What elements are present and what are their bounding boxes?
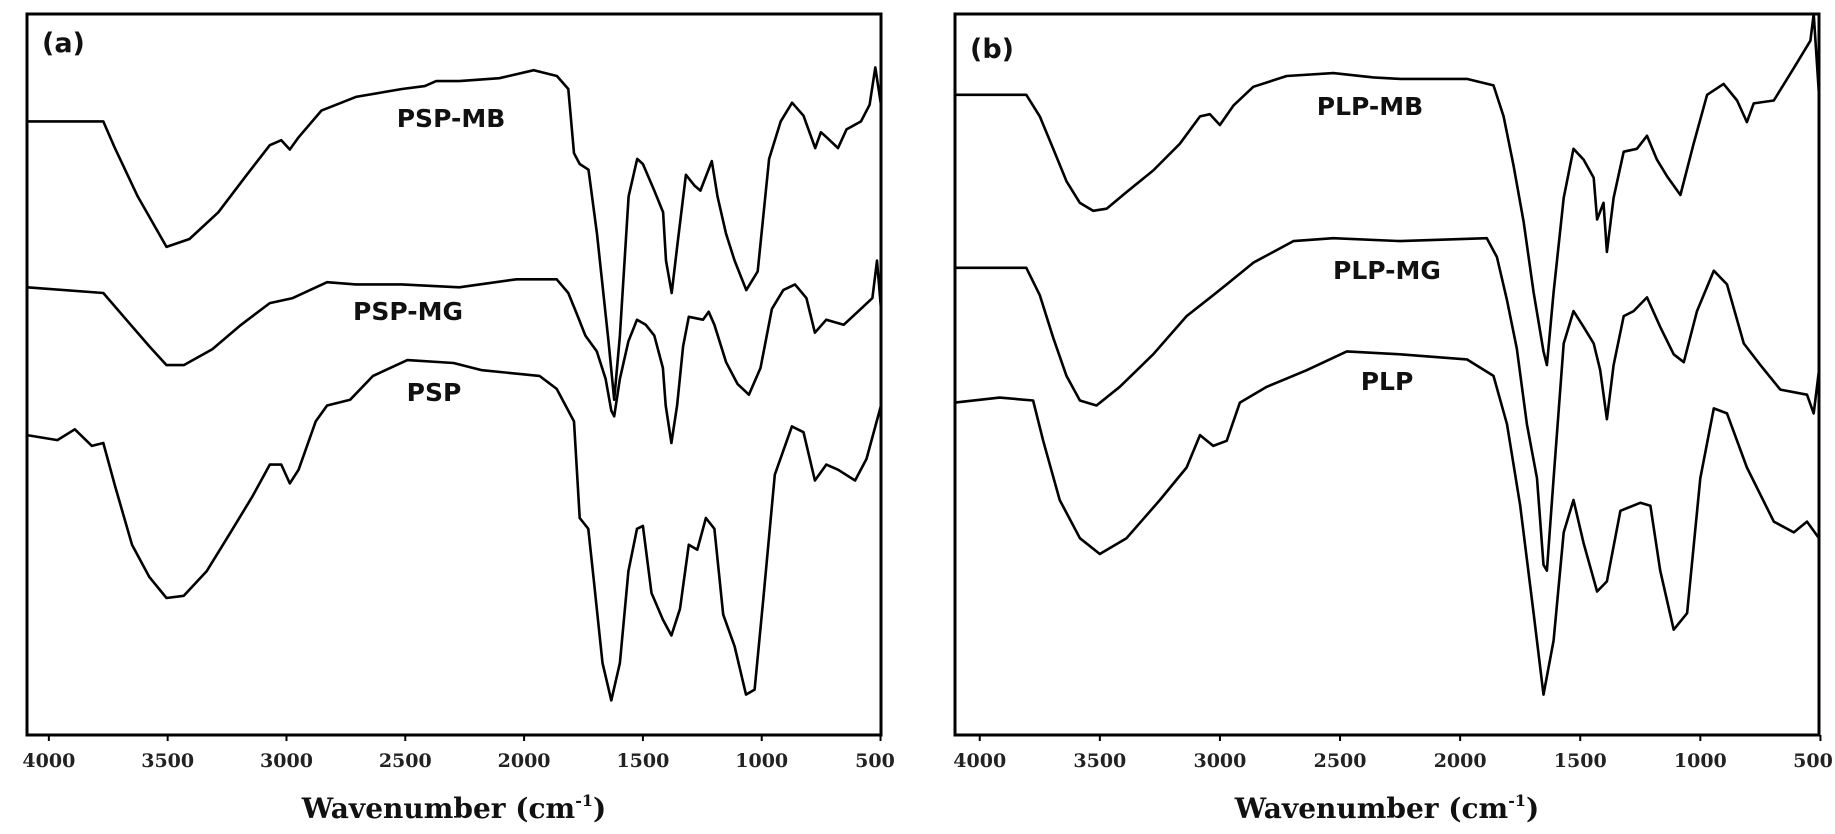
panel-b: (b) 4000 3500 3000 2500 2000 1500 1000 500 PLP-…: [953, 12, 1833, 825]
x-axis-title-text: Wavenumber (cm: [301, 792, 575, 825]
x-axis-title-close: ): [1526, 792, 1539, 825]
x-tick-label: 4000: [22, 750, 75, 772]
x-tick-label: 3000: [1193, 750, 1246, 772]
series-label-psp-mb: PSP-MB: [397, 104, 506, 133]
x-tick-label: 1000: [1674, 750, 1727, 772]
x-tick-label: 4000: [953, 750, 1006, 772]
x-tick-label: 3500: [141, 750, 194, 772]
panel-a: (a) 4000 3500 3000 2500 2000 1500 1000 500 PSP-…: [22, 12, 895, 825]
x-axis-title-close: ): [593, 792, 606, 825]
panel-label-a: (a): [42, 28, 85, 59]
panel-b-curves: [954, 12, 1821, 696]
series-label-plp-mb: PLP-MB: [1317, 92, 1423, 121]
x-tick-label: 2500: [1314, 750, 1367, 772]
panel-b-x-axis-title: Wavenumber (cm-1): [1234, 791, 1539, 825]
x-tick-label: 2000: [1434, 750, 1487, 772]
x-axis-title-sup: -1: [575, 791, 593, 810]
x-tick-label: 2500: [379, 750, 432, 772]
series-label-plp-mg: PLP-MG: [1333, 256, 1441, 285]
x-axis-title-sup: -1: [1508, 791, 1526, 810]
series-line-psp-mg: [26, 259, 883, 445]
x-tick-label: 500: [1793, 750, 1833, 772]
x-axis-title-text: Wavenumber (cm: [1234, 792, 1508, 825]
panel-a-x-ticks: 4000 3500 3000 2500 2000 1500 1000 500: [22, 735, 895, 772]
panel-a-plot-frame: [25, 12, 883, 737]
x-tick-label: 3500: [1073, 750, 1126, 772]
series-line-psp-mb: [27, 66, 883, 401]
series-line-plp-mb: [955, 12, 1821, 367]
x-tick-label: 1500: [616, 750, 669, 772]
panel-a-curves: [26, 66, 883, 702]
series-line-psp: [26, 358, 883, 702]
panel-label-b: (b): [970, 34, 1014, 65]
x-tick-label: 500: [855, 750, 895, 772]
x-tick-label: 1500: [1554, 750, 1607, 772]
x-tick-label: 2000: [498, 750, 551, 772]
series-line-plp-mg: [955, 236, 1821, 572]
series-label-psp-mg: PSP-MG: [353, 297, 463, 326]
panel-b-x-ticks: 4000 3500 3000 2500 2000 1500 1000 500: [953, 735, 1833, 772]
series-line-plp: [954, 350, 1821, 696]
series-label-plp: PLP: [1361, 367, 1414, 396]
panel-b-plot-frame: [953, 12, 1821, 737]
panel-a-x-axis-title: Wavenumber (cm-1): [301, 791, 606, 825]
series-label-psp: PSP: [407, 378, 462, 407]
x-tick-label: 3000: [260, 750, 313, 772]
x-tick-label: 1000: [735, 750, 788, 772]
